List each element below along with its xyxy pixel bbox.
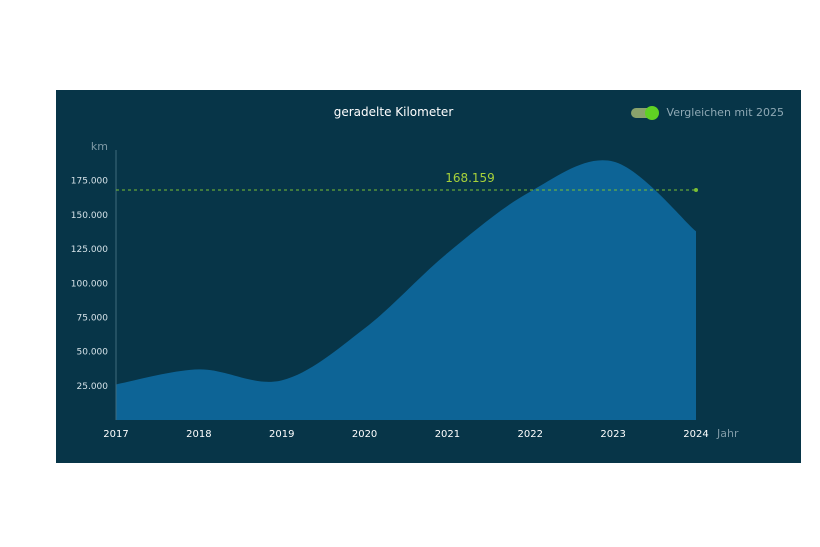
compare-toggle[interactable]: Vergleichen mit 2025 [630, 105, 784, 120]
x-axis-label: Jahr [716, 427, 739, 440]
y-tick-label: 100.000 [71, 279, 108, 289]
y-tick-label: 125.000 [71, 245, 108, 255]
toggle-label: Vergleichen mit 2025 [666, 106, 784, 119]
y-tick-label: 25.000 [77, 382, 109, 392]
y-axis-label: km [91, 140, 108, 153]
x-tick-label: 2022 [518, 429, 543, 440]
x-tick-label: 2024 [683, 429, 708, 440]
x-tick-label: 2017 [103, 429, 128, 440]
data-area [116, 160, 696, 420]
x-tick-label: 2019 [269, 429, 294, 440]
x-tick-label: 2018 [186, 429, 211, 440]
reference-end-dot [694, 188, 698, 193]
y-tick-label: 175.000 [71, 177, 108, 187]
y-tick-label: 75.000 [77, 313, 109, 323]
y-tick-label: 150.000 [71, 211, 108, 221]
toggle-switch[interactable] [630, 105, 659, 120]
chart-panel: geradelte Kilometer Vergleichen mit 2025… [56, 90, 801, 463]
x-tick-label: 2023 [600, 429, 625, 440]
chart-title: geradelte Kilometer [333, 105, 454, 119]
y-tick-label: 50.000 [77, 348, 109, 358]
toggle-knob [644, 105, 659, 120]
area-chart: 25.000 50.000 75.000 100.000 125.000 150.000 1… [71, 140, 739, 440]
x-tick-label: 2021 [435, 429, 460, 440]
reference-value-label: 168.159 [445, 171, 495, 185]
x-tick-label: 2020 [352, 429, 377, 440]
